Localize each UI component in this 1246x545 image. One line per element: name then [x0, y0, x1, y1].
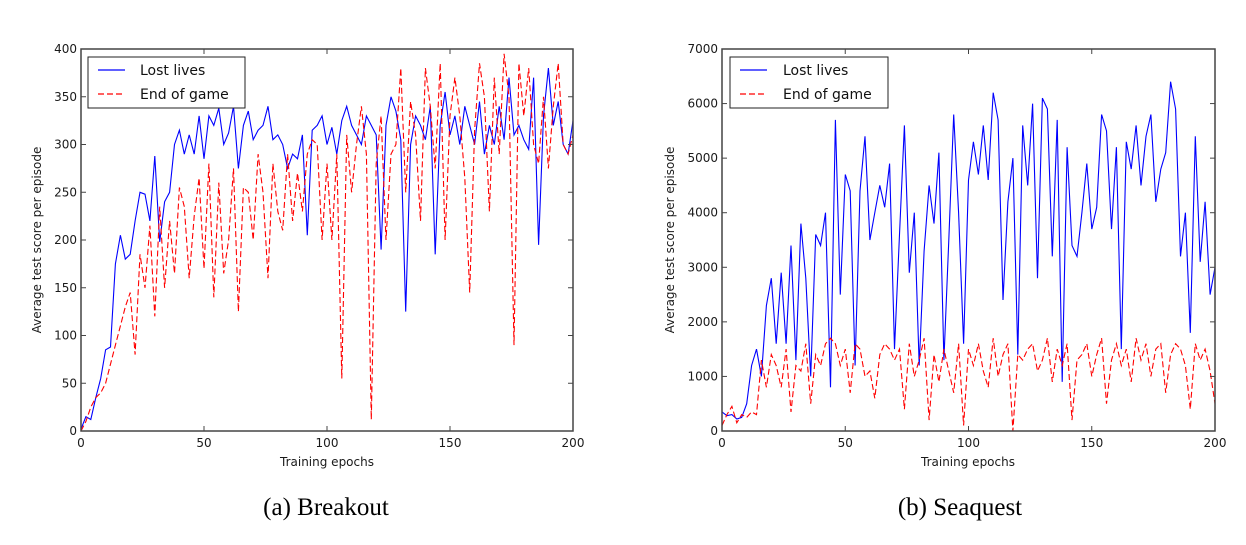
breakout-y-tick-label: 200 [54, 233, 77, 247]
breakout-series-lost-lives [80, 68, 574, 430]
breakout-chart: 0 50 100 150 200 0 50 100 150 200 250 300 350 400 Tr… [30, 42, 584, 469]
seaquest-y-tick-label: 3000 [687, 260, 718, 274]
breakout-x-tick-label: 50 [196, 436, 211, 450]
seaquest-x-tick-label: 100 [957, 436, 980, 450]
breakout-x-tick-label: 200 [562, 436, 585, 450]
breakout-legend-label-lost-lives: Lost lives [140, 63, 205, 79]
seaquest-x-ticks: 0 50 100 150 200 [718, 49, 1226, 450]
seaquest-x-tick-label: 200 [1204, 436, 1227, 450]
seaquest-legend-label-end-of-game: End of game [783, 87, 872, 103]
seaquest-series-lost-lives [721, 81, 1216, 420]
breakout-x-tick-label: 0 [77, 436, 85, 450]
seaquest-series-end-of-game [721, 337, 1216, 432]
breakout-legend-box [87, 56, 246, 109]
seaquest-x-tick-label: 0 [718, 436, 726, 450]
breakout-legend-label-end-of-game: End of game [140, 87, 229, 103]
seaquest-x-tick-label: 50 [838, 436, 853, 450]
seaquest-x-axis-label: Training epochs [920, 455, 1015, 469]
breakout-y-tick-label: 300 [54, 138, 77, 152]
seaquest-caption: (b) Seaquest [897, 494, 1023, 521]
seaquest-y-tick-label: 0 [710, 424, 718, 438]
seaquest-legend-label-lost-lives: Lost lives [783, 63, 848, 79]
breakout-y-tick-label: 100 [54, 329, 77, 343]
seaquest-x-tick-label: 150 [1080, 436, 1103, 450]
seaquest-legend-box [729, 56, 889, 109]
breakout-y-tick-label: 250 [54, 185, 77, 199]
breakout-y-tick-label: 400 [54, 42, 77, 56]
seaquest-plot-area [721, 81, 1216, 432]
seaquest-y-tick-label: 1000 [687, 369, 718, 383]
seaquest-y-tick-label: 2000 [687, 315, 718, 329]
seaquest-y-tick-label: 6000 [687, 97, 718, 111]
breakout-y-axis-label: Average test score per episode [30, 147, 44, 334]
seaquest-y-axis-label: Average test score per episode [663, 147, 677, 334]
seaquest-y-ticks: 0 1000 2000 3000 4000 5000 6000 7000 [687, 42, 1215, 438]
breakout-x-tick-label: 150 [439, 436, 462, 450]
breakout-x-ticks: 0 50 100 150 200 [77, 49, 584, 450]
breakout-series-end-of-game [80, 53, 574, 432]
breakout-caption: (a) Breakout [263, 494, 389, 521]
breakout-y-tick-label: 0 [69, 424, 77, 438]
seaquest-y-tick-label: 7000 [687, 42, 718, 56]
seaquest-legend: Lost lives End of game [729, 56, 889, 109]
breakout-y-tick-label: 350 [54, 90, 77, 104]
breakout-y-tick-label: 150 [54, 281, 77, 295]
breakout-legend: Lost lives End of game [87, 56, 246, 109]
breakout-plot-area [80, 53, 574, 432]
seaquest-y-tick-label: 4000 [687, 206, 718, 220]
breakout-y-ticks: 0 50 100 150 200 250 300 350 400 [54, 42, 573, 438]
breakout-y-tick-label: 50 [62, 376, 77, 390]
breakout-x-axis-label: Training epochs [279, 455, 374, 469]
seaquest-y-tick-label: 5000 [687, 151, 718, 165]
seaquest-chart: 0 50 100 150 200 0 1000 2000 3000 4000 5000 6000 70… [663, 42, 1226, 469]
breakout-x-tick-label: 100 [316, 436, 339, 450]
